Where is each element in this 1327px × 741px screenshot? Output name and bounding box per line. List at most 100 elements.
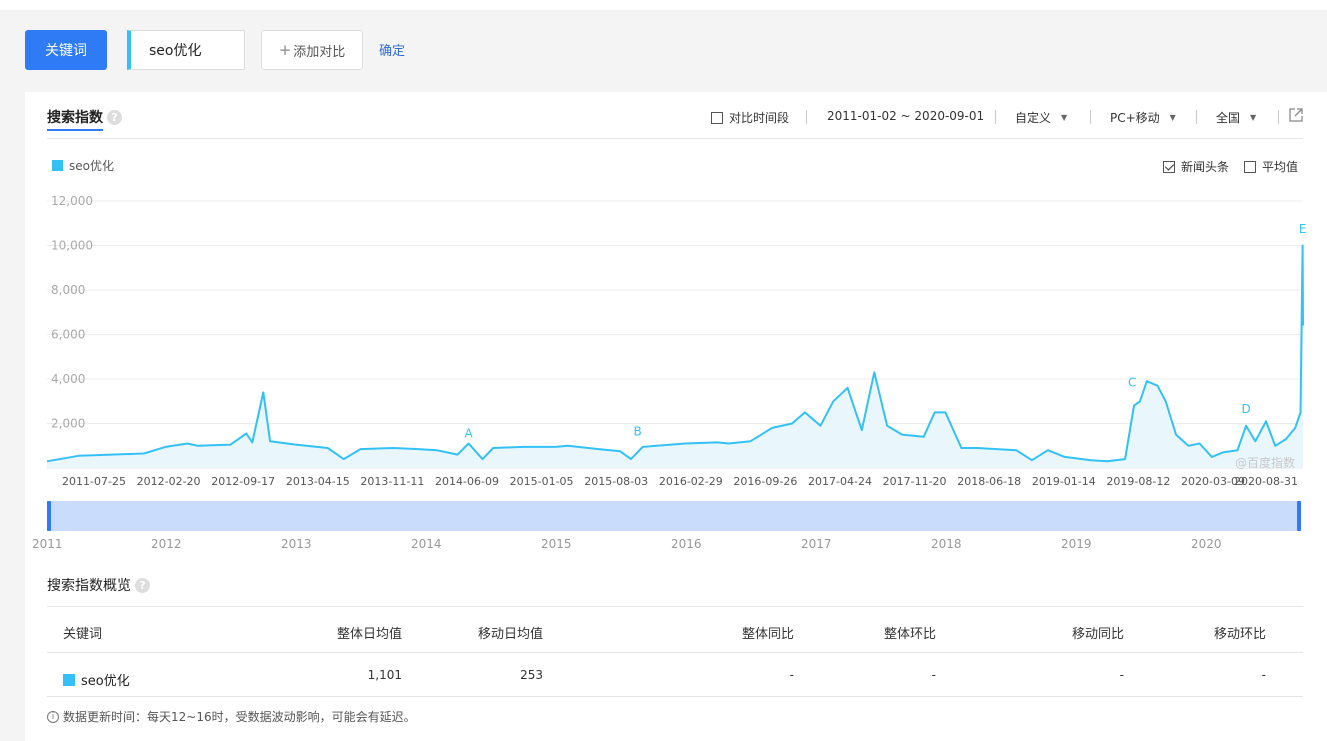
x-tick-label: 2013-11-11 xyxy=(360,475,424,488)
col-mobile-daily: 移动日均值 xyxy=(477,627,543,642)
update-note: i 数据更新时间：每天12~16时，受数据波动影响，可能会有延迟。 xyxy=(47,708,416,725)
timeline-year-label: 2020 xyxy=(1191,537,1222,551)
compare-period-label: 对比时间段 xyxy=(729,111,790,125)
device-dropdown[interactable]: PC+移动 ▼ xyxy=(1110,109,1176,126)
legend-swatch xyxy=(52,160,63,171)
timeline-year-label: 2014 xyxy=(411,537,442,551)
plus-icon: + xyxy=(278,41,292,59)
col-overall-daily: 整体日均值 xyxy=(336,627,402,642)
info-icon: i xyxy=(47,710,59,723)
add-compare-button[interactable]: + 添加对比 xyxy=(261,30,363,70)
annotation-e: E xyxy=(1299,222,1307,236)
row-overall-mom: - xyxy=(931,668,936,682)
device-label: PC+移动 xyxy=(1110,111,1160,125)
keyword-input[interactable]: seo优化 xyxy=(127,30,245,70)
separator xyxy=(806,110,807,124)
custom-dropdown[interactable]: 自定义 ▼ xyxy=(1015,109,1067,126)
separator xyxy=(995,110,996,124)
x-tick-label: 2018-06-18 xyxy=(957,475,1021,488)
y-tick-label: 12,000 xyxy=(51,194,93,208)
x-tick-label: 2013-04-15 xyxy=(286,475,350,488)
chart-legend: seo优化 xyxy=(52,157,114,174)
col-mobile-yoy: 移动同比 xyxy=(1071,627,1124,642)
table-top-divider xyxy=(47,606,1303,607)
overview-title-text: 搜索指数概览 xyxy=(47,578,131,594)
x-tick-label: 2017-11-20 xyxy=(883,475,947,488)
x-tick-label: 2011-07-25 xyxy=(62,475,126,488)
title-text: 搜索指数 xyxy=(47,110,103,126)
row-overall-yoy: - xyxy=(789,668,794,682)
watermark: @百度指数 xyxy=(1235,455,1295,470)
region-label: 全国 xyxy=(1216,111,1241,125)
row-mobile-daily: 253 xyxy=(520,668,543,682)
x-tick-label: 2017-04-24 xyxy=(808,475,872,488)
row-mobile-mom: - xyxy=(1261,668,1266,682)
annotation-b: B xyxy=(634,424,642,438)
col-overall-mom: 整体环比 xyxy=(883,627,936,642)
row-overall-daily: 1,101 xyxy=(367,668,402,682)
average-checkbox[interactable] xyxy=(1244,160,1256,173)
x-tick-label: 2019-01-14 xyxy=(1032,475,1096,488)
average-label: 平均值 xyxy=(1262,160,1299,174)
timeline-year-label: 2012 xyxy=(151,537,182,551)
timeline-year-label: 2015 xyxy=(541,537,572,551)
row-mobile-yoy: - xyxy=(1119,668,1124,682)
row-swatch xyxy=(63,673,75,686)
date-range-picker[interactable]: 2011-01-02 ~ 2020-09-01 xyxy=(827,109,985,123)
table-bottom-divider xyxy=(47,696,1303,697)
export-icon[interactable] xyxy=(1289,107,1303,126)
x-tick-label: 2015-08-03 xyxy=(584,475,648,488)
average-toggle[interactable]: 平均值 xyxy=(1244,158,1298,175)
confirm-link[interactable]: 确定 xyxy=(379,44,406,59)
timeline-handle-left[interactable] xyxy=(47,501,51,531)
annotation-d: D xyxy=(1241,402,1250,416)
col-mobile-mom: 移动环比 xyxy=(1213,627,1266,642)
annotation-c: C xyxy=(1128,375,1136,389)
x-tick-label: 2016-09-26 xyxy=(733,475,797,488)
news-label: 新闻头条 xyxy=(1181,160,1230,174)
series-area xyxy=(47,245,1303,468)
keyword-button[interactable]: 关键词 xyxy=(25,30,107,70)
overview-title: 搜索指数概览 ? xyxy=(47,575,150,595)
x-tick-label: 2015-01-05 xyxy=(510,475,574,488)
timeline-handle-right[interactable] xyxy=(1297,501,1301,531)
timeline-year-label: 2018 xyxy=(931,537,962,551)
timeline-year-label: 2011 xyxy=(32,537,63,551)
news-checkbox[interactable] xyxy=(1163,160,1175,173)
y-tick-label: 2,000 xyxy=(51,417,85,431)
page-title: 搜索指数 ? xyxy=(47,107,122,127)
compare-period-checkbox[interactable] xyxy=(711,111,723,124)
x-tick-label: 2012-02-20 xyxy=(137,475,201,488)
timeline-year-label: 2017 xyxy=(801,537,832,551)
top-band xyxy=(0,0,1327,10)
search-index-chart[interactable]: 12,000 10,000 8,000 6,000 4,000 2,000 A B C D E @百度… xyxy=(0,190,1327,490)
news-headlines-toggle[interactable]: 新闻头条 xyxy=(1163,158,1229,175)
annotation-a: A xyxy=(465,427,474,441)
timeline-range[interactable] xyxy=(47,501,1301,531)
table-header-divider xyxy=(47,652,1303,653)
series-line xyxy=(46,244,1304,463)
y-tick-label: 10,000 xyxy=(51,239,93,253)
header-divider xyxy=(47,138,1303,139)
region-dropdown[interactable]: 全国 ▼ xyxy=(1216,109,1256,126)
caret-down-icon: ▼ xyxy=(1169,113,1176,122)
compare-period-toggle[interactable]: 对比时间段 xyxy=(711,109,789,126)
timeline-year-label: 2019 xyxy=(1061,537,1092,551)
main-panel xyxy=(25,92,1327,741)
add-compare-label: 添加对比 xyxy=(293,44,346,60)
help-icon[interactable]: ? xyxy=(135,577,150,593)
x-tick-label: 2019-08-12 xyxy=(1106,475,1170,488)
timeline-year-label: 2016 xyxy=(671,537,702,551)
y-tick-label: 4,000 xyxy=(51,372,85,386)
x-tick-label: 2012-09-17 xyxy=(211,475,275,488)
x-tick-label: 2020-08-31 xyxy=(1234,475,1298,488)
help-icon[interactable]: ? xyxy=(107,109,122,125)
y-tick-label: 8,000 xyxy=(51,283,85,297)
separator xyxy=(1196,110,1197,124)
table-row: seo优化 xyxy=(63,670,130,689)
caret-down-icon: ▼ xyxy=(1250,113,1257,122)
external-link-icon xyxy=(1289,108,1303,122)
y-tick-label: 6,000 xyxy=(51,328,85,342)
x-tick-label: 2016-02-29 xyxy=(659,475,723,488)
row-keyword: seo优化 xyxy=(81,674,130,689)
